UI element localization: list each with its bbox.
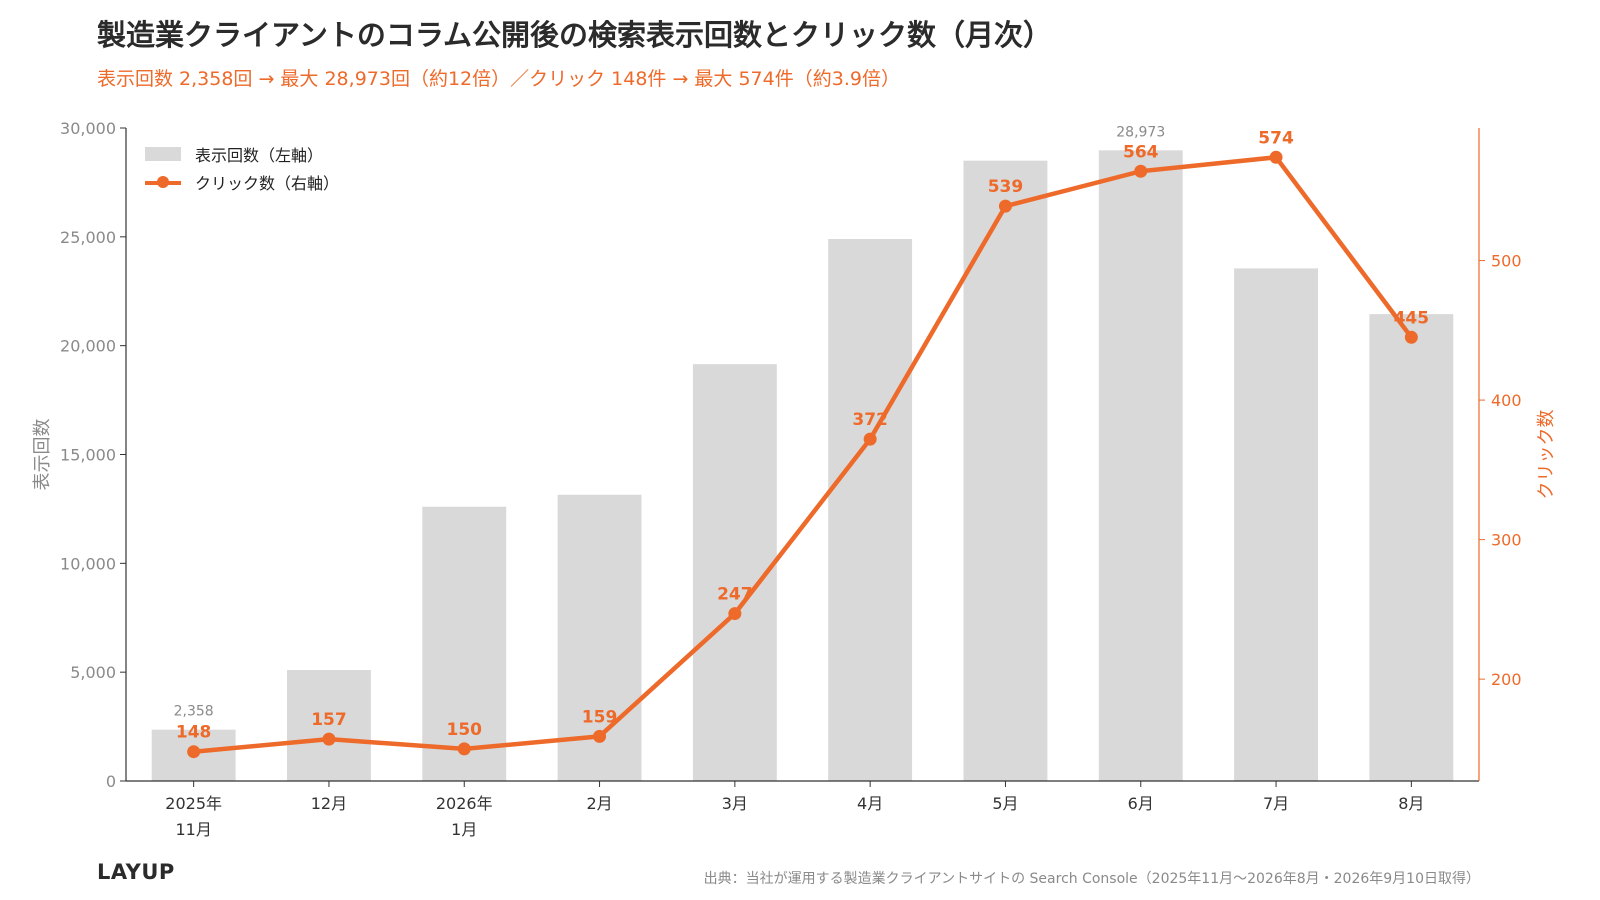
line-point-clicks: [593, 729, 607, 743]
line-point-clicks: [1269, 150, 1283, 164]
y-left-tick-label: 15,000: [60, 446, 116, 465]
y-left-tick-label: 0: [106, 772, 116, 791]
line-point-clicks: [457, 742, 471, 756]
legend-label-impressions: 表示回数（左軸）: [195, 146, 324, 165]
line-value-label: 247: [717, 585, 753, 605]
y-left-tick-label: 20,000: [60, 337, 116, 356]
x-tick-label: 2025年: [165, 794, 222, 813]
y-left-tick-label: 25,000: [60, 228, 116, 247]
line-value-label: 445: [1394, 308, 1430, 328]
y-right-tick-label: 200: [1491, 670, 1522, 689]
line-value-label: 574: [1258, 128, 1294, 148]
line-point-clicks: [728, 607, 742, 621]
x-tick-label: 2026年: [436, 794, 493, 813]
y-right-tick-label: 400: [1491, 391, 1522, 410]
bar-impressions: [963, 160, 1048, 781]
line-value-label: 159: [582, 707, 618, 727]
chart-subtitle: 表示回数 2,358回 → 最大 28,973回（約12倍）／クリック 148件…: [97, 68, 900, 90]
source-note: 出典：当社が運用する製造業クライアントサイトの Search Console（2…: [703, 871, 1480, 887]
bar-value-label: 28,973: [1116, 124, 1165, 140]
brand-logo: LAYUP: [97, 860, 175, 884]
y-right-tick-label: 500: [1491, 252, 1522, 271]
legend-item-impressions: 表示回数（左軸）: [145, 140, 339, 168]
line-value-label: 372: [852, 410, 888, 430]
chart-legend: 表示回数（左軸） クリック数（右軸）: [145, 140, 339, 196]
x-tick-label: 12月: [311, 794, 347, 813]
line-value-label: 148: [176, 723, 212, 743]
y-left-tick-label: 5,000: [70, 663, 116, 682]
legend-bar-swatch: [145, 147, 181, 161]
y-right-tick-label: 300: [1491, 531, 1522, 550]
bar-impressions: [1234, 268, 1318, 781]
x-tick-label: 8月: [1398, 794, 1424, 813]
x-tick-label: 4月: [857, 794, 883, 813]
line-point-clicks: [322, 732, 336, 746]
line-value-label: 539: [988, 177, 1024, 197]
bar-impressions: [828, 239, 913, 781]
y-axis-right-title: クリック数: [1536, 410, 1557, 500]
line-point-clicks: [1404, 330, 1418, 344]
x-tick-label: 5月: [992, 794, 1018, 813]
legend-line-swatch: [145, 175, 181, 189]
x-tick-label: 1月: [451, 820, 477, 839]
x-tick-label: 6月: [1128, 794, 1154, 813]
y-left-tick-label: 10,000: [60, 554, 116, 573]
line-point-clicks: [1134, 164, 1148, 178]
bar-impressions: [422, 506, 507, 781]
x-tick-label: 2月: [586, 794, 612, 813]
line-clicks: [191, 155, 1414, 754]
line-point-clicks: [863, 432, 877, 446]
legend-label-clicks: クリック数（右軸）: [195, 174, 340, 193]
y-left-tick-label: 30,000: [60, 119, 116, 138]
line-value-label: 157: [311, 710, 347, 730]
legend-item-clicks: クリック数（右軸）: [145, 168, 339, 196]
bar-impressions: [1369, 314, 1454, 781]
line-value-label: 150: [447, 720, 483, 740]
line-point-clicks: [998, 199, 1012, 213]
line-point-clicks: [187, 745, 201, 759]
chart-title: 製造業クライアントのコラム公開後の検索表示回数とクリック数（月次）: [97, 18, 1052, 52]
bar-impressions: [1098, 150, 1183, 781]
y-axis-left-title: 表示回数: [32, 419, 53, 491]
bar-impressions: [287, 669, 371, 781]
bar-value-label: 2,358: [174, 704, 214, 720]
x-tick-label: 11月: [175, 820, 211, 839]
x-tick-label: 7月: [1263, 794, 1289, 813]
bar-impressions: [692, 364, 777, 781]
line-value-label: 564: [1123, 142, 1159, 162]
x-tick-label: 3月: [722, 794, 748, 813]
